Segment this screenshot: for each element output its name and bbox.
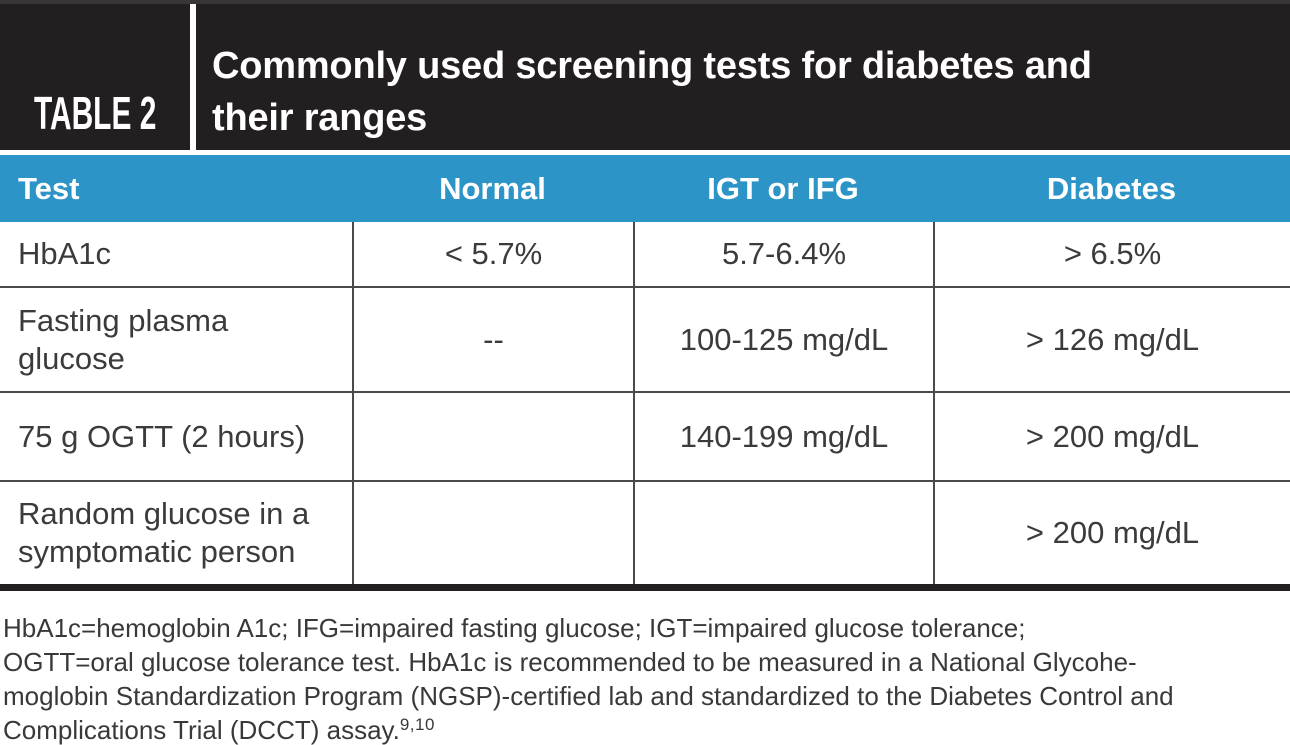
column-header-normal: Normal [439,170,546,206]
cell-test: Fasting plasma glucose [0,288,352,391]
cell-diabetes: > 200 mg/dL [933,482,1290,584]
column-header-igt-ifg: IGT or IFG [707,170,859,206]
cell-normal: < 5.7% [352,222,633,286]
cell-text: Fasting plasma glucose [18,302,229,376]
footnote-text: Complications Trial (DCCT) assay. [3,715,400,745]
cell-text: < 5.7% [444,236,543,271]
cell-text: 100-125 mg/dL [679,321,889,357]
footnote-line: OGTT=oral glucose tolerance test. HbA1c … [3,647,1137,677]
cell-text: 140-199 mg/dL [679,418,889,454]
cell-normal [352,393,633,480]
cell-diabetes: > 126 mg/dL [933,288,1290,391]
table-title-box: Commonly used screening tests for diabet… [196,0,1290,150]
column-header-diabetes: Diabetes [1046,170,1177,206]
cell-test: HbA1c [0,222,352,286]
cell-text: 75 g OGTT (2 hours) [18,418,306,454]
table-row: HbA1c < 5.7% 5.7-6.4% > 6.5% [0,222,1290,288]
banner-divider [190,0,196,150]
table-footnote: HbA1c=hemoglobin A1c; IFG=impaired fasti… [0,611,1290,745]
cell-text: > 200 mg/dL [1025,418,1200,454]
table-number-label: TABLE 2 [33,87,157,139]
table-row: 75 g OGTT (2 hours) 140-199 mg/dL > 200 … [0,393,1290,482]
cell-igt-ifg: 100-125 mg/dL [633,288,933,391]
cell-diabetes: > 200 mg/dL [933,393,1290,480]
cell-text: 5.7-6.4% [721,236,847,271]
cell-text: > 126 mg/dL [1025,321,1200,357]
cell-igt-ifg [633,482,933,584]
footnote-line: Complications Trial (DCCT) assay.9,10 [3,713,1290,745]
table-body: HbA1c < 5.7% 5.7-6.4% > 6.5% Fasting pla… [0,222,1290,591]
cell-igt-ifg: 140-199 mg/dL [633,393,933,480]
column-header-test: Test [18,170,80,206]
reference-superscript: 9,10 [399,715,435,734]
cell-text: HbA1c [18,236,112,271]
table-title-line-2: their ranges [212,97,428,139]
cell-text: > 6.5% [1063,236,1162,271]
table-row: Fasting plasma glucose -- 100-125 mg/dL … [0,288,1290,393]
cell-diabetes: > 6.5% [933,222,1290,286]
cell-text: Random glucose in a symptomatic person [18,496,310,569]
table-row: Random glucose in a symptomatic person >… [0,482,1290,591]
banner-top-rule [0,0,1290,4]
cell-text: > 200 mg/dL [1025,515,1200,550]
cell-normal [352,482,633,584]
cell-test: Random glucose in a symptomatic person [0,482,352,584]
cell-normal: -- [352,288,633,391]
cell-text: -- [483,321,504,357]
cell-igt-ifg: 5.7-6.4% [633,222,933,286]
cell-test: 75 g OGTT (2 hours) [0,393,352,480]
table-title-line-1: Commonly used screening tests for diabet… [212,45,1092,87]
footnote-line: moglobin Standardization Program (NGSP)-… [3,681,1174,711]
column-header-row: Test Normal IGT or IFG Diabetes [0,155,1290,222]
footnote-line: HbA1c=hemoglobin A1c; IFG=impaired fasti… [3,613,1026,643]
table-number-box: TABLE 2 [0,0,190,150]
table-banner: TABLE 2 Commonly used screening tests fo… [0,0,1290,150]
